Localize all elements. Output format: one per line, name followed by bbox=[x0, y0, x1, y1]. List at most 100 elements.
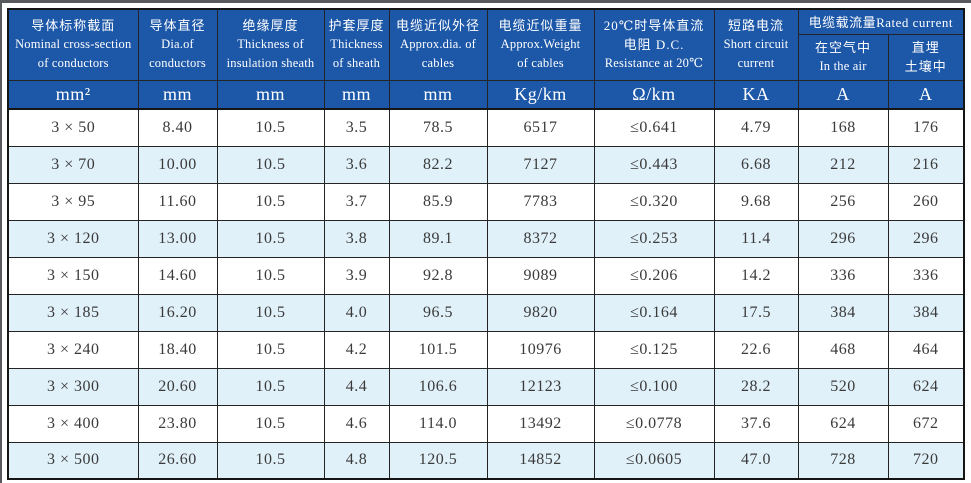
cell: 384 bbox=[887, 293, 965, 332]
cell: 10.5 bbox=[216, 441, 325, 480]
cell: 3.5 bbox=[323, 108, 390, 147]
header-en-label: cables bbox=[421, 56, 455, 71]
unit-cell: mm bbox=[323, 79, 390, 110]
cell: 85.9 bbox=[388, 182, 488, 221]
cell: 13.00 bbox=[137, 219, 218, 258]
cell: 212 bbox=[797, 145, 889, 184]
cell: 624 bbox=[797, 404, 889, 443]
cell: 624 bbox=[887, 367, 965, 406]
cell: 3 × 300 bbox=[7, 367, 139, 406]
cell: 3 × 150 bbox=[7, 256, 139, 295]
cell: 464 bbox=[887, 330, 965, 369]
cell: 216 bbox=[887, 145, 965, 184]
cell: 3 × 240 bbox=[7, 330, 139, 369]
cell: 9.68 bbox=[713, 182, 799, 221]
unit-cell: mm bbox=[137, 79, 218, 110]
cell: 101.5 bbox=[388, 330, 488, 369]
cell: 37.6 bbox=[713, 404, 799, 443]
cell: 22.6 bbox=[713, 330, 799, 369]
cell: 14852 bbox=[486, 441, 595, 480]
cell: 9089 bbox=[486, 256, 595, 295]
header-zh-label: 导体标称截面 bbox=[31, 18, 116, 34]
cell: 26.60 bbox=[137, 441, 218, 480]
cell: 4.2 bbox=[323, 330, 390, 369]
unit-cell: A bbox=[887, 79, 965, 110]
unit-cell: mm bbox=[216, 79, 325, 110]
header-zh-label: 在空气中 bbox=[814, 40, 871, 55]
cell: 14.2 bbox=[713, 256, 799, 295]
cell: 82.2 bbox=[388, 145, 488, 184]
page-frame-top-line bbox=[0, 0, 971, 3]
header-en-label: of conductors bbox=[37, 56, 109, 71]
cell: 106.6 bbox=[388, 367, 488, 406]
cell: ≤0.0778 bbox=[593, 404, 715, 443]
cell: 4.4 bbox=[323, 367, 390, 406]
cell: 10.5 bbox=[216, 108, 325, 147]
cell: 3 × 120 bbox=[7, 219, 139, 258]
cable-spec-table: 导体标称截面 Nominal cross-section of conducto… bbox=[7, 8, 966, 480]
header-zh-label: 土壤中 bbox=[904, 59, 947, 74]
cell: 3.7 bbox=[323, 182, 390, 221]
col-header-in-air: 在空气中 In the air bbox=[797, 33, 889, 81]
header-zh-label: 导体直径 bbox=[149, 18, 206, 34]
cell: 10.5 bbox=[216, 256, 325, 295]
table-row: 3 × 70 10.00 10.5 3.6 82.2 7127 ≤0.443 6.68 212 2… bbox=[7, 145, 965, 184]
cell: 3 × 400 bbox=[7, 404, 139, 443]
cell: 3.6 bbox=[323, 145, 390, 184]
cell: ≤0.0605 bbox=[593, 441, 715, 480]
cell: ≤0.164 bbox=[593, 293, 715, 332]
cell: 120.5 bbox=[388, 441, 488, 480]
header-en-label: In the air bbox=[819, 59, 867, 73]
cell: 18.40 bbox=[137, 330, 218, 369]
header-en-label: Approx.Weight bbox=[500, 37, 581, 52]
cell: 10.5 bbox=[216, 145, 325, 184]
header-zh-label: 电缆近似外径 bbox=[395, 18, 480, 34]
cell: 720 bbox=[887, 441, 965, 480]
cell: 10.5 bbox=[216, 219, 325, 258]
header-en-label: Resistance at 20℃ bbox=[604, 56, 704, 71]
cell: 96.5 bbox=[388, 293, 488, 332]
table-row: 3 × 400 23.80 10.5 4.6 114.0 13492 ≤0.0778 37.6… bbox=[7, 404, 965, 443]
header-en-label: of sheath bbox=[332, 56, 381, 71]
cell: 13492 bbox=[486, 404, 595, 443]
cell: 3 × 70 bbox=[7, 145, 139, 184]
table-row: 3 × 120 13.00 10.5 3.8 89.1 8372 ≤0.253 11.4 296… bbox=[7, 219, 965, 258]
header-zh-label: 电缆近似重量 bbox=[498, 18, 583, 34]
header-en-label: Approx.dia. of bbox=[399, 37, 477, 52]
unit-cell: mm bbox=[388, 79, 488, 110]
header-zh-label: 绝缘厚度 bbox=[242, 18, 299, 34]
cell: 260 bbox=[887, 182, 965, 221]
cell: ≤0.206 bbox=[593, 256, 715, 295]
cell: 92.8 bbox=[388, 256, 488, 295]
table-row: 3 × 500 26.60 10.5 4.8 120.5 14852 ≤0.0605 47.0… bbox=[7, 441, 965, 480]
cell: 10.5 bbox=[216, 367, 325, 406]
header-zh-label: 电阻 D.C. bbox=[623, 37, 685, 53]
unit-cell: mm² bbox=[7, 79, 139, 110]
cell: 296 bbox=[887, 219, 965, 258]
cell: 168 bbox=[797, 108, 889, 147]
cell: 4.8 bbox=[323, 441, 390, 480]
units-row: mm² mm mm mm mm Kg/km Ω/km KA A A bbox=[7, 79, 965, 110]
cell: 4.79 bbox=[713, 108, 799, 147]
cell: 11.4 bbox=[713, 219, 799, 258]
cell: 8372 bbox=[486, 219, 595, 258]
col-header-insulation-thickness: 绝缘厚度 Thickness of insulation sheath bbox=[216, 8, 325, 81]
col-header-buried-in-soil: 直埋 土壤中 bbox=[887, 33, 965, 81]
cell: 78.5 bbox=[388, 108, 488, 147]
cell: 3.8 bbox=[323, 219, 390, 258]
table-row: 3 × 185 16.20 10.5 4.0 96.5 9820 ≤0.164 17.5 384… bbox=[7, 293, 965, 332]
cell: 10.5 bbox=[216, 293, 325, 332]
unit-cell: KA bbox=[713, 79, 799, 110]
cell: 468 bbox=[797, 330, 889, 369]
cell: 14.60 bbox=[137, 256, 218, 295]
cell: 336 bbox=[797, 256, 889, 295]
header-zh-label: 直埋 bbox=[911, 40, 940, 55]
col-header-dc-resistance: 20℃时导体直流 电阻 D.C. Resistance at 20℃ bbox=[593, 8, 715, 81]
cell: 296 bbox=[797, 219, 889, 258]
cell: ≤0.100 bbox=[593, 367, 715, 406]
cell: 10.5 bbox=[216, 330, 325, 369]
cell: 28.2 bbox=[713, 367, 799, 406]
header-en-label: Thickness bbox=[330, 37, 383, 52]
cell: 672 bbox=[887, 404, 965, 443]
